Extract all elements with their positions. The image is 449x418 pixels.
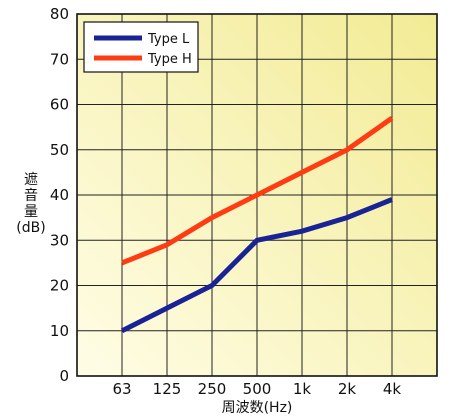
x-tick-label: 63	[112, 380, 131, 398]
y-tick-label: 50	[50, 141, 69, 159]
y-tick-label: 0	[59, 367, 69, 385]
x-tick-label: 2k	[338, 380, 357, 398]
legend: Type L Type H	[83, 21, 199, 73]
y-axis-label-line-4: (dB)	[16, 220, 45, 236]
y-tick-label: 60	[50, 96, 69, 114]
x-axis-label: 周波数(Hz)	[222, 400, 293, 416]
legend-label: Type L	[147, 32, 190, 47]
y-tick-label: 10	[50, 322, 69, 340]
x-tick-label: 1k	[293, 380, 312, 398]
plot-area-border	[76, 13, 438, 377]
legend-box	[83, 21, 199, 73]
x-tick-label: 250	[198, 380, 227, 398]
x-tick-label: 4k	[383, 380, 402, 398]
legend-label: Type H	[147, 52, 192, 67]
y-axis-label: 遮 音 量 (dB)	[16, 172, 45, 236]
series-lines	[120, 116, 394, 334]
y-tick-label: 80	[50, 5, 69, 23]
y-axis-ticks: 0 10 20 30 40 50 60 70 80	[50, 5, 69, 385]
x-tick-label: 125	[153, 380, 182, 398]
x-tick-label: 500	[243, 380, 272, 398]
y-tick-label: 20	[50, 277, 69, 295]
x-axis-ticks: 63 125 250 500 1k 2k 4k	[112, 380, 401, 398]
y-tick-label: 40	[50, 186, 69, 204]
y-tick-label: 70	[50, 50, 69, 68]
y-tick-label: 30	[50, 231, 69, 249]
y-axis-label-line-2: 音	[24, 187, 38, 204]
y-axis-label-line-1: 遮	[24, 172, 38, 188]
y-axis-label-line-3: 量	[24, 204, 38, 220]
